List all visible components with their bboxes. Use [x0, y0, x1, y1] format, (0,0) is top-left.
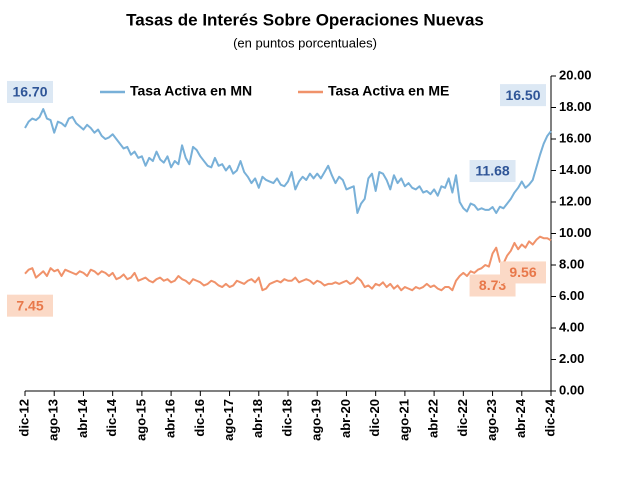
- y-tick-label: 10.00: [559, 225, 592, 240]
- data-label-box: [469, 160, 516, 183]
- y-tick-label: 18.00: [559, 99, 592, 114]
- data-label-box: [500, 84, 546, 107]
- y-tick-label: 16.00: [559, 130, 592, 145]
- y-tick-label: 2.00: [559, 351, 584, 366]
- y-tick-label: 8.00: [559, 256, 584, 271]
- x-tick-label: dic-14: [104, 398, 119, 436]
- x-tick-label: ago-21: [396, 399, 411, 441]
- x-tick-label: abr-16: [163, 399, 178, 438]
- x-tick-label: dic-20: [367, 399, 382, 437]
- y-tick-label: 6.00: [559, 288, 584, 303]
- y-tick-label: 0.00: [559, 382, 584, 397]
- data-label-text: 16.70: [12, 84, 47, 100]
- data-label-text: 8.73: [479, 277, 506, 293]
- data-label: 16.50: [500, 84, 546, 107]
- x-tick-label: ago-13: [46, 399, 61, 441]
- data-label: 7.45: [7, 294, 53, 317]
- x-tick-label: dic-24: [542, 398, 557, 436]
- data-label-text: 9.56: [509, 264, 536, 280]
- data-label-text: 11.68: [475, 163, 509, 179]
- data-label-box: [500, 261, 546, 284]
- x-tick-label: dic-18: [279, 399, 294, 437]
- x-tick-label: ago-17: [221, 399, 236, 441]
- data-label: 16.70: [7, 80, 53, 103]
- legend-label: Tasa Activa en ME: [328, 83, 449, 99]
- series-line: [24, 108, 552, 215]
- x-tick-label: abr-24: [513, 398, 528, 438]
- y-tick-label: 14.00: [559, 162, 592, 177]
- x-tick-label: ago-23: [484, 399, 499, 441]
- x-tick-label: dic-16: [192, 399, 207, 437]
- series-line: [24, 235, 552, 292]
- data-label-text: 16.50: [505, 87, 540, 103]
- y-tick-label: 12.00: [559, 193, 592, 208]
- x-tick-label: ago-15: [133, 399, 148, 441]
- y-tick-label: 4.00: [559, 319, 584, 334]
- x-tick-label: ago-19: [309, 399, 324, 441]
- legend-label: Tasa Activa en MN: [130, 83, 252, 99]
- x-tick-label: dic-22: [455, 399, 470, 437]
- chart-subtitle: (en puntos porcentuales): [233, 35, 377, 50]
- y-tick-label: 20.00: [559, 67, 592, 82]
- data-label-text: 7.45: [16, 297, 43, 313]
- x-tick-label: dic-12: [16, 399, 31, 437]
- x-tick-label: abr-22: [426, 399, 441, 438]
- data-label: 11.68: [469, 160, 516, 183]
- x-tick-label: abr-18: [250, 399, 265, 438]
- x-tick-label: abr-14: [75, 398, 90, 438]
- data-label: 9.56: [500, 261, 546, 284]
- x-tick-label: abr-20: [338, 399, 353, 438]
- chart-title: Tasas de Interés Sobre Operaciones Nueva…: [126, 10, 484, 29]
- data-label-box: [7, 80, 53, 103]
- data-label-box: [7, 294, 53, 317]
